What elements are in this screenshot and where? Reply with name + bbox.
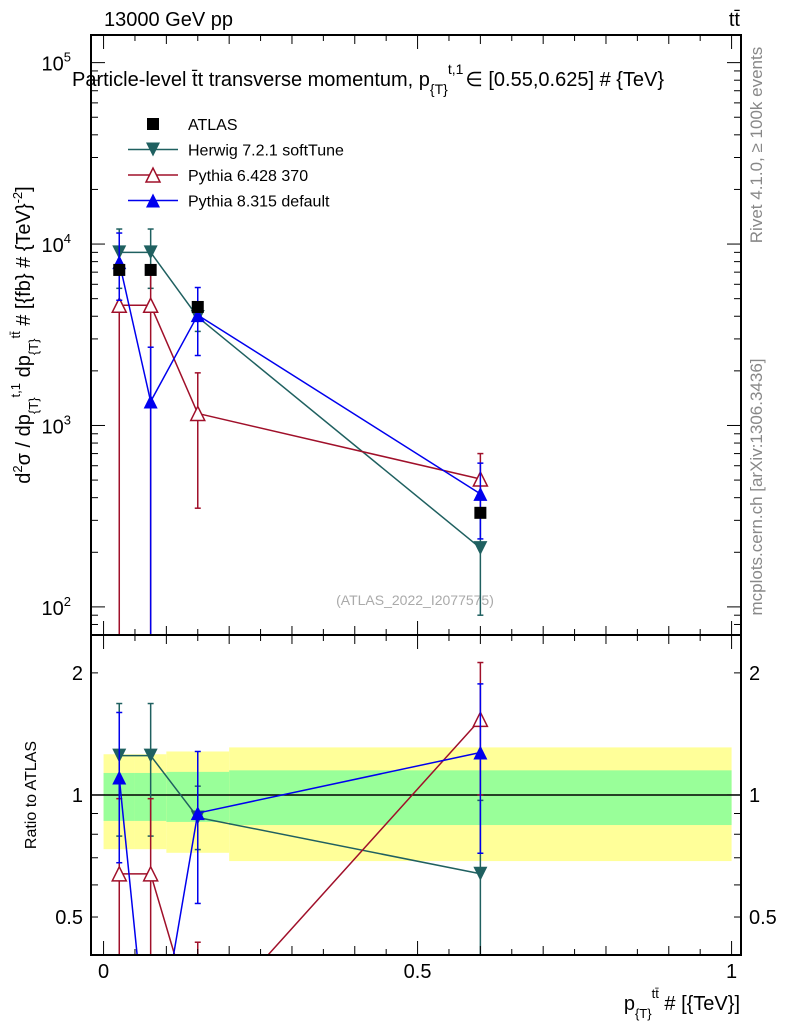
x-tick-label: 0.5	[404, 961, 432, 983]
legend-label: Herwig 7.2.1 softTune	[188, 143, 344, 160]
series-2-line	[118, 261, 481, 495]
legend-label: ATLAS	[188, 117, 238, 134]
y-tick-label: 102	[42, 594, 71, 620]
analysis-watermark: (ATLAS_2022_I2077575)	[336, 592, 494, 608]
x-axis-label: p{T}tt̄ # [{TeV}]	[624, 986, 740, 1021]
series-1-point	[142, 296, 159, 313]
x-tick-label: 0	[98, 961, 109, 983]
y-tick-label: 0.5	[55, 907, 83, 929]
series-2-point	[190, 806, 205, 821]
x-tick-label: 1	[726, 961, 737, 983]
legend-marker	[144, 166, 162, 183]
data-point	[474, 506, 487, 519]
series-0-point	[143, 245, 158, 260]
series-1-point	[189, 404, 206, 422]
y-axis-label: d2σ / dp{T}t,1 dp{T}tt̄ # [{fb} # {TeV}-…	[8, 186, 41, 483]
y-tick-label: 105	[42, 50, 71, 76]
series-0-line	[119, 251, 481, 549]
data-point	[191, 300, 204, 313]
series-1-line	[119, 304, 481, 480]
legend-marker	[147, 118, 159, 130]
y-tick-label-right: 1	[749, 785, 760, 807]
ratio-axis-label: Ratio to ATLAS	[23, 741, 40, 849]
y-tick-label: 2	[72, 663, 83, 685]
plot-title: Particle-level t̄t transverse momentum, …	[72, 61, 664, 97]
y-tick-label: 1	[72, 785, 83, 807]
rivet-label: Rivet 4.1.0, ≥ 100k events	[747, 47, 766, 243]
energy-label: 13000 GeV pp	[104, 9, 233, 31]
series-1-point	[111, 865, 128, 882]
series-0-point	[473, 541, 488, 556]
series-0-point	[473, 866, 488, 881]
series-2-ratio-line	[118, 751, 481, 956]
data-point	[144, 263, 157, 276]
series-0-ratio-line	[119, 754, 481, 875]
series-2-point	[143, 394, 158, 409]
series-2-point	[473, 486, 488, 501]
y-tick-label-right: 0.5	[749, 907, 777, 929]
series-1-ratio-line	[119, 718, 481, 956]
series-2-point	[473, 745, 488, 760]
legend-marker	[146, 142, 160, 157]
data-point	[113, 263, 126, 276]
series-0-point	[143, 748, 158, 763]
series-1-point	[111, 296, 128, 313]
series-2-point	[190, 308, 205, 323]
y-tick-label: 104	[42, 231, 71, 257]
y-tick-label: 103	[42, 412, 71, 438]
y-tick-label-right: 2	[749, 663, 760, 685]
mcplots-label: mcplots.cern.ch [arXiv:1306.3436]	[747, 358, 766, 615]
series-1-point	[142, 865, 159, 882]
legend-label: Pythia 6.428 370	[188, 168, 308, 185]
process-label: tt̄	[729, 9, 741, 31]
legend-marker	[146, 193, 160, 208]
series-2-point	[112, 770, 127, 785]
legend-label: Pythia 8.315 default	[188, 194, 330, 211]
